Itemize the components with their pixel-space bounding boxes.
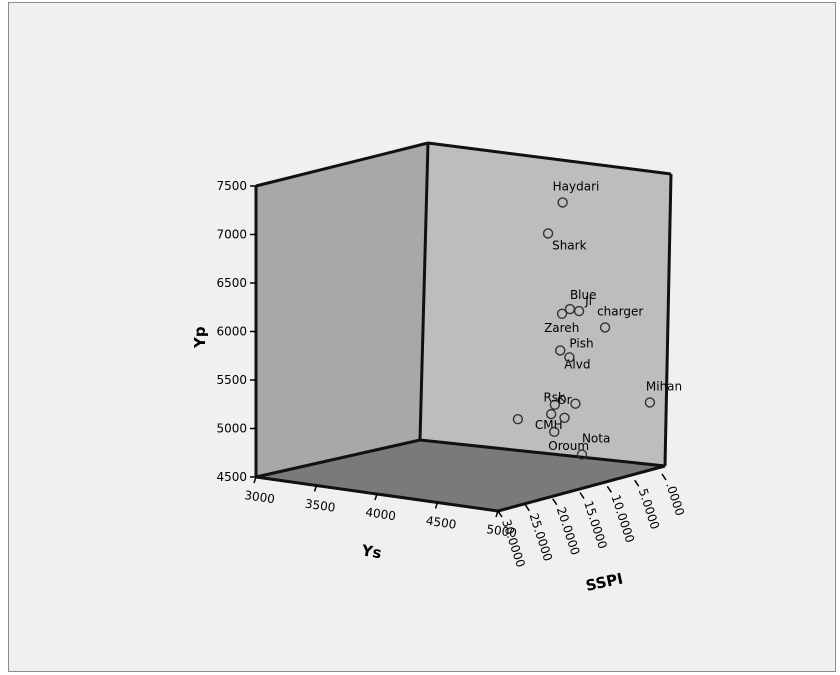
point-label: Rsk (543, 391, 565, 405)
x-tick-mark (495, 510, 499, 518)
y-tick-label: 5500 (216, 373, 247, 387)
point-label: charger (597, 304, 643, 318)
point-label: Alvd (564, 357, 590, 371)
z-tick-label: 30.0000 (499, 518, 528, 570)
point-label: Oroum (548, 439, 589, 453)
data-point (576, 449, 588, 460)
z-tick-mark (661, 473, 667, 481)
point-label: Nota (582, 432, 610, 446)
x-tick-mark (434, 502, 439, 509)
scatter-3d-chart: 4500 5000 5500 6000 6500 7000 7500 3000 3500 4000… (191, 141, 687, 595)
z-tick-mark (497, 510, 503, 518)
data-point (559, 412, 570, 424)
z-tick-label: 20.0000 (554, 505, 583, 557)
y-tick-label: 7000 (216, 228, 247, 242)
y-tick-label: 7500 (216, 179, 247, 193)
point-label: Zareh (544, 321, 579, 335)
data-point (556, 308, 568, 319)
point-label: CMH (535, 418, 563, 432)
x-tick-mark (374, 493, 378, 501)
z-tick-label: 10.0000 (608, 493, 637, 545)
z-tick-label: 5.0000 (636, 487, 662, 531)
edge-top-left (255, 141, 429, 188)
data-point (564, 352, 575, 363)
edge-floor-right (497, 464, 666, 513)
point-label: Shark (552, 238, 587, 252)
point-label: Mihan (646, 379, 682, 393)
point-label: Pish (569, 336, 593, 350)
z-tick-mark (579, 492, 585, 499)
z-tick-mark (634, 479, 640, 487)
x-tick-label: 3500 (304, 497, 336, 515)
x-tick-mark (313, 485, 318, 492)
left-wall-face (256, 143, 428, 477)
edge-right-back (663, 173, 673, 467)
x-tick-label: 3000 (244, 488, 276, 506)
z-axis-title: SSPI (584, 570, 624, 595)
data-point (570, 398, 581, 409)
x-tick-label: 4000 (365, 505, 397, 523)
z-tick-mark (524, 504, 530, 512)
point-label: Or (557, 393, 571, 407)
back-wall-face (420, 143, 671, 466)
z-tick-label: 25.0000 (526, 511, 555, 563)
z-tick-mark (606, 485, 612, 493)
data-point (549, 426, 560, 438)
data-point (545, 408, 557, 420)
y-tick-label: 6000 (216, 325, 247, 339)
edge-top-back (427, 141, 672, 176)
point-label: Blue (570, 288, 597, 302)
data-point (644, 397, 656, 408)
chart-frame: 4500 5000 5500 6000 6500 7000 7500 3000 3500 4000… (8, 2, 836, 672)
data-point (599, 322, 611, 333)
data-point (573, 305, 585, 317)
z-tick-mark (552, 498, 558, 506)
x-tick-mark (253, 476, 257, 484)
x-tick-label: 4500 (425, 514, 457, 532)
data-point (512, 414, 524, 425)
edge-floor-left (255, 438, 421, 479)
data-point (542, 228, 554, 239)
z-tick-label: 15.0000 (581, 499, 610, 551)
y-tick-label: 4500 (216, 470, 247, 484)
x-tick-label: 5000 (486, 522, 518, 540)
data-point (549, 399, 561, 411)
data-point (555, 345, 566, 356)
point-label: Haydari (553, 179, 600, 193)
x-axis-title: Ys (359, 541, 383, 562)
edge-back-vertical (418, 142, 430, 441)
data-point (557, 197, 568, 208)
edge-floor-back (419, 438, 666, 468)
y-axis-title: Yp (191, 326, 209, 349)
y-tick-label: 6500 (216, 276, 247, 290)
y-tick-label: 5000 (216, 422, 247, 436)
z-tick-label: .0000 (663, 481, 687, 518)
point-label: Jl (584, 294, 592, 308)
